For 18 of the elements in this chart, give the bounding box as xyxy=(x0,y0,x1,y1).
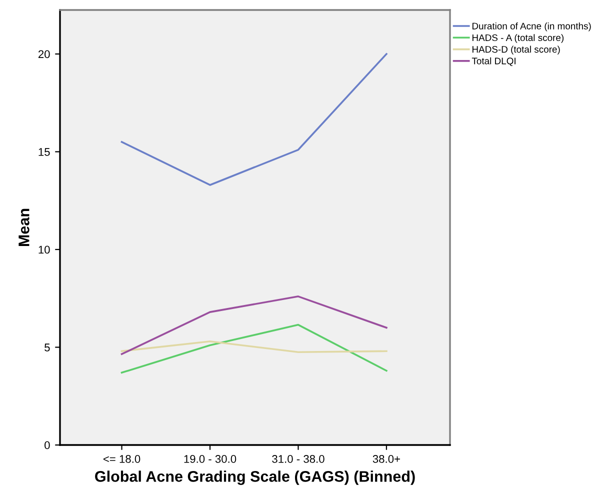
y-axis-title: Mean xyxy=(18,208,30,246)
legend-label: HADS-D (total score) xyxy=(472,46,560,55)
x-tick-label: 19.0 - 30.0 xyxy=(184,455,236,463)
legend-label: Duration of Acne (in months) xyxy=(472,22,591,32)
x-tick-label: 31.0 - 38.0 xyxy=(272,455,324,463)
line-series xyxy=(120,53,388,186)
legend-label: Total DLQI xyxy=(472,57,516,66)
line-series xyxy=(120,296,388,355)
x-tick-label: <= 18.0 xyxy=(103,455,140,463)
y-tick-label: 15 xyxy=(38,148,50,156)
y-tick-label: 20 xyxy=(38,50,50,58)
y-tick-label: 0 xyxy=(44,441,50,450)
line-series xyxy=(120,324,388,374)
x-axis-title: Global Acne Grading Scale (GAGS) (Binned) xyxy=(95,470,415,485)
x-tick-label: 38.0+ xyxy=(372,455,400,463)
y-tick-label: 10 xyxy=(38,246,50,254)
y-tick-label: 5 xyxy=(44,344,50,352)
legend-label: HADS - A (total score) xyxy=(472,34,564,43)
